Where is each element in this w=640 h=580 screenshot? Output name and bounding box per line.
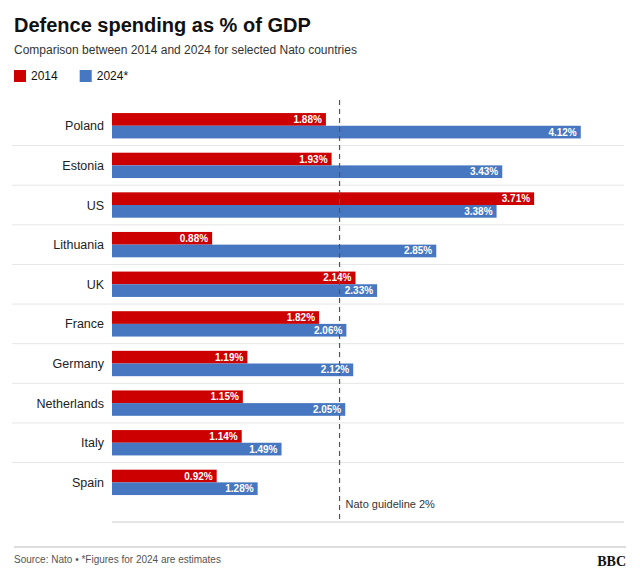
legend-label: 2014: [31, 69, 58, 83]
bar: [112, 205, 497, 218]
y-tick-label: Germany: [53, 357, 105, 371]
legend-swatch: [14, 70, 26, 82]
data-label: 1.82%: [287, 312, 315, 323]
separators: [12, 146, 624, 463]
legend-swatch: [80, 70, 92, 82]
source: Source: Nato • *Figures for 2024 are est…: [14, 554, 221, 565]
legend: 2014 2024*: [14, 69, 128, 83]
data-label: 1.88%: [294, 114, 322, 125]
data-label: 1.49%: [249, 444, 277, 455]
data-label: 2.33%: [345, 285, 373, 296]
y-tick-label: Spain: [72, 476, 104, 490]
data-label: 2.05%: [313, 404, 341, 415]
data-label: 1.28%: [225, 483, 253, 494]
guideline: [339, 100, 340, 522]
y-tick-label: UK: [87, 278, 105, 292]
group-separator: [12, 462, 624, 463]
bar: [112, 430, 242, 443]
y-tick-label: Italy: [81, 436, 105, 450]
bar: [112, 232, 212, 245]
y-tick-label: Netherlands: [37, 397, 104, 411]
footer-divider: [14, 547, 626, 548]
bar: [112, 113, 326, 126]
bar: [112, 324, 346, 337]
y-tick-label: Lithuania: [53, 238, 104, 252]
data-label: 3.71%: [502, 193, 530, 204]
group-separator: [12, 145, 624, 146]
bar: [112, 245, 436, 258]
y-tick-labels: Spain Italy Netherlands Germany France UK Lith…: [37, 119, 105, 490]
y-tick-label: France: [65, 317, 104, 331]
bar: [112, 192, 534, 205]
bars: [112, 113, 581, 495]
data-label: 2.06%: [314, 325, 342, 336]
y-tick-label: US: [87, 199, 104, 213]
group-separator: [12, 224, 624, 225]
legend-label: 2024*: [97, 69, 129, 83]
x-axis-line: [112, 522, 624, 523]
y-tick-label: Estonia: [62, 159, 104, 173]
bar: [112, 470, 217, 483]
bar: [112, 272, 355, 285]
data-label: 1.15%: [210, 391, 238, 402]
guideline-label: Nato guideline 2%: [346, 498, 436, 510]
data-label: 0.92%: [184, 471, 212, 482]
data-label: 1.14%: [209, 431, 237, 442]
bar: [112, 126, 581, 139]
data-labels: 0.92% 1.14% 1.15% 1.19% 1.82% 2.14% 0.88% 3.71%…: [180, 114, 577, 494]
data-label: 2.14%: [323, 272, 351, 283]
bar: [112, 311, 319, 324]
group-separator: [12, 343, 624, 344]
data-label: 4.12%: [548, 127, 576, 138]
bar: [112, 284, 377, 297]
bar: [112, 443, 282, 456]
bar: [112, 390, 243, 403]
group-separator: [12, 422, 624, 423]
data-label: 3.43%: [470, 166, 498, 177]
group-separator: [12, 304, 624, 305]
data-label: 2.12%: [321, 364, 349, 375]
bar: [112, 482, 258, 495]
group-separator: [12, 185, 624, 186]
group-separator: [12, 383, 624, 384]
bar: [112, 403, 345, 416]
data-label: 2.85%: [404, 245, 432, 256]
y-tick-label: Poland: [65, 119, 104, 133]
credit: BBC: [597, 554, 626, 569]
data-label: 1.93%: [299, 154, 327, 165]
bar: [112, 153, 332, 166]
subtitle: Comparison between 2014 and 2024 for sel…: [14, 43, 357, 57]
data-label: 3.38%: [464, 206, 492, 217]
chart: Defence spending as % of GDP Comparison b…: [0, 0, 640, 580]
group-separator: [12, 264, 624, 265]
bar: [112, 364, 353, 377]
data-label: 0.88%: [180, 233, 208, 244]
title: Defence spending as % of GDP: [14, 14, 311, 36]
bar: [112, 165, 502, 178]
bar: [112, 351, 247, 364]
data-label: 1.19%: [215, 352, 243, 363]
